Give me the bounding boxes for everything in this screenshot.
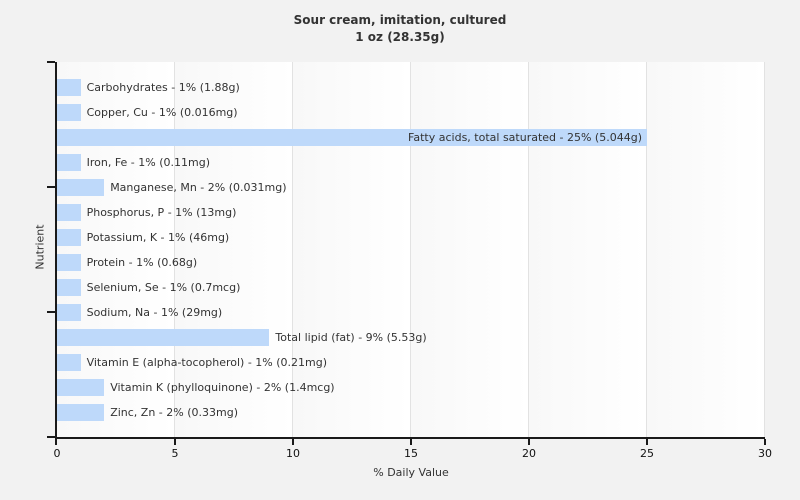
bar-label: Fatty acids, total saturated - 25% (5.04… bbox=[408, 130, 642, 144]
gridline bbox=[174, 62, 175, 437]
bar-label: Iron, Fe - 1% (0.11mg) bbox=[86, 155, 210, 169]
bar bbox=[57, 403, 105, 421]
bar-label: Selenium, Se - 1% (0.7mcg) bbox=[86, 280, 241, 294]
x-axis-label: % Daily Value bbox=[373, 466, 449, 479]
x-axis-tick bbox=[528, 439, 530, 445]
bar bbox=[57, 178, 105, 196]
bar-label: Carbohydrates - 1% (1.88g) bbox=[86, 80, 240, 94]
gridline bbox=[646, 62, 647, 437]
gridline bbox=[764, 62, 765, 437]
chart-title-line1: Sour cream, imitation, cultured bbox=[293, 13, 507, 27]
bar bbox=[57, 153, 81, 171]
bar bbox=[57, 78, 81, 96]
x-axis-tick bbox=[174, 439, 176, 445]
bar-label: Potassium, K - 1% (46mg) bbox=[86, 230, 230, 244]
chart-title: Sour cream, imitation, cultured 1 oz (28… bbox=[0, 12, 800, 46]
bar bbox=[57, 253, 81, 271]
chart-title-line2: 1 oz (28.35g) bbox=[355, 30, 445, 44]
x-axis-tick bbox=[764, 439, 766, 445]
bar-label: Sodium, Na - 1% (29mg) bbox=[86, 305, 223, 319]
x-axis-tick bbox=[410, 439, 412, 445]
y-axis-tick bbox=[47, 436, 55, 438]
bar-label: Vitamin E (alpha-tocopherol) - 1% (0.21m… bbox=[86, 355, 328, 369]
bar bbox=[57, 203, 81, 221]
gridline bbox=[410, 62, 411, 437]
x-axis-tick bbox=[55, 439, 57, 445]
gridline bbox=[292, 62, 293, 437]
x-axis-tick-label: 20 bbox=[522, 447, 536, 460]
bar bbox=[57, 228, 81, 246]
bar-label: Copper, Cu - 1% (0.016mg) bbox=[86, 105, 238, 119]
bar bbox=[57, 353, 81, 371]
plot-area: 0 5 10 15 20 25 30 Carbohydrates - 1% (1.88g) Co… bbox=[47, 61, 772, 460]
bar-label: Protein - 1% (0.68g) bbox=[86, 255, 198, 269]
bar bbox=[57, 328, 270, 346]
y-axis-label: Nutrient bbox=[33, 224, 47, 270]
x-axis-tick-label: 30 bbox=[758, 447, 772, 460]
x-axis-tick-label: 5 bbox=[171, 447, 179, 460]
bar bbox=[57, 303, 81, 321]
bar bbox=[57, 103, 81, 121]
x-axis-tick-label: 10 bbox=[286, 447, 300, 460]
y-axis-tick bbox=[47, 61, 55, 63]
bar-label: Total lipid (fat) - 9% (5.53g) bbox=[275, 330, 427, 344]
x-axis-tick-label: 15 bbox=[404, 447, 418, 460]
bar bbox=[57, 128, 647, 146]
x-axis-tick bbox=[292, 439, 294, 445]
y-axis-tick bbox=[47, 185, 55, 188]
gridline bbox=[528, 62, 529, 437]
x-axis-tick-label: 25 bbox=[640, 447, 654, 460]
x-axis-tick-label: 0 bbox=[53, 447, 61, 460]
x-axis-tick bbox=[646, 439, 648, 445]
bar bbox=[57, 278, 81, 296]
bar-label: Vitamin K (phylloquinone) - 2% (1.4mcg) bbox=[110, 380, 335, 394]
y-axis-tick bbox=[47, 311, 55, 313]
bar-label: Zinc, Zn - 2% (0.33mg) bbox=[110, 405, 238, 419]
bar bbox=[57, 378, 105, 396]
bar-label: Phosphorus, P - 1% (13mg) bbox=[86, 205, 237, 219]
bar-label: Manganese, Mn - 2% (0.031mg) bbox=[110, 180, 287, 194]
